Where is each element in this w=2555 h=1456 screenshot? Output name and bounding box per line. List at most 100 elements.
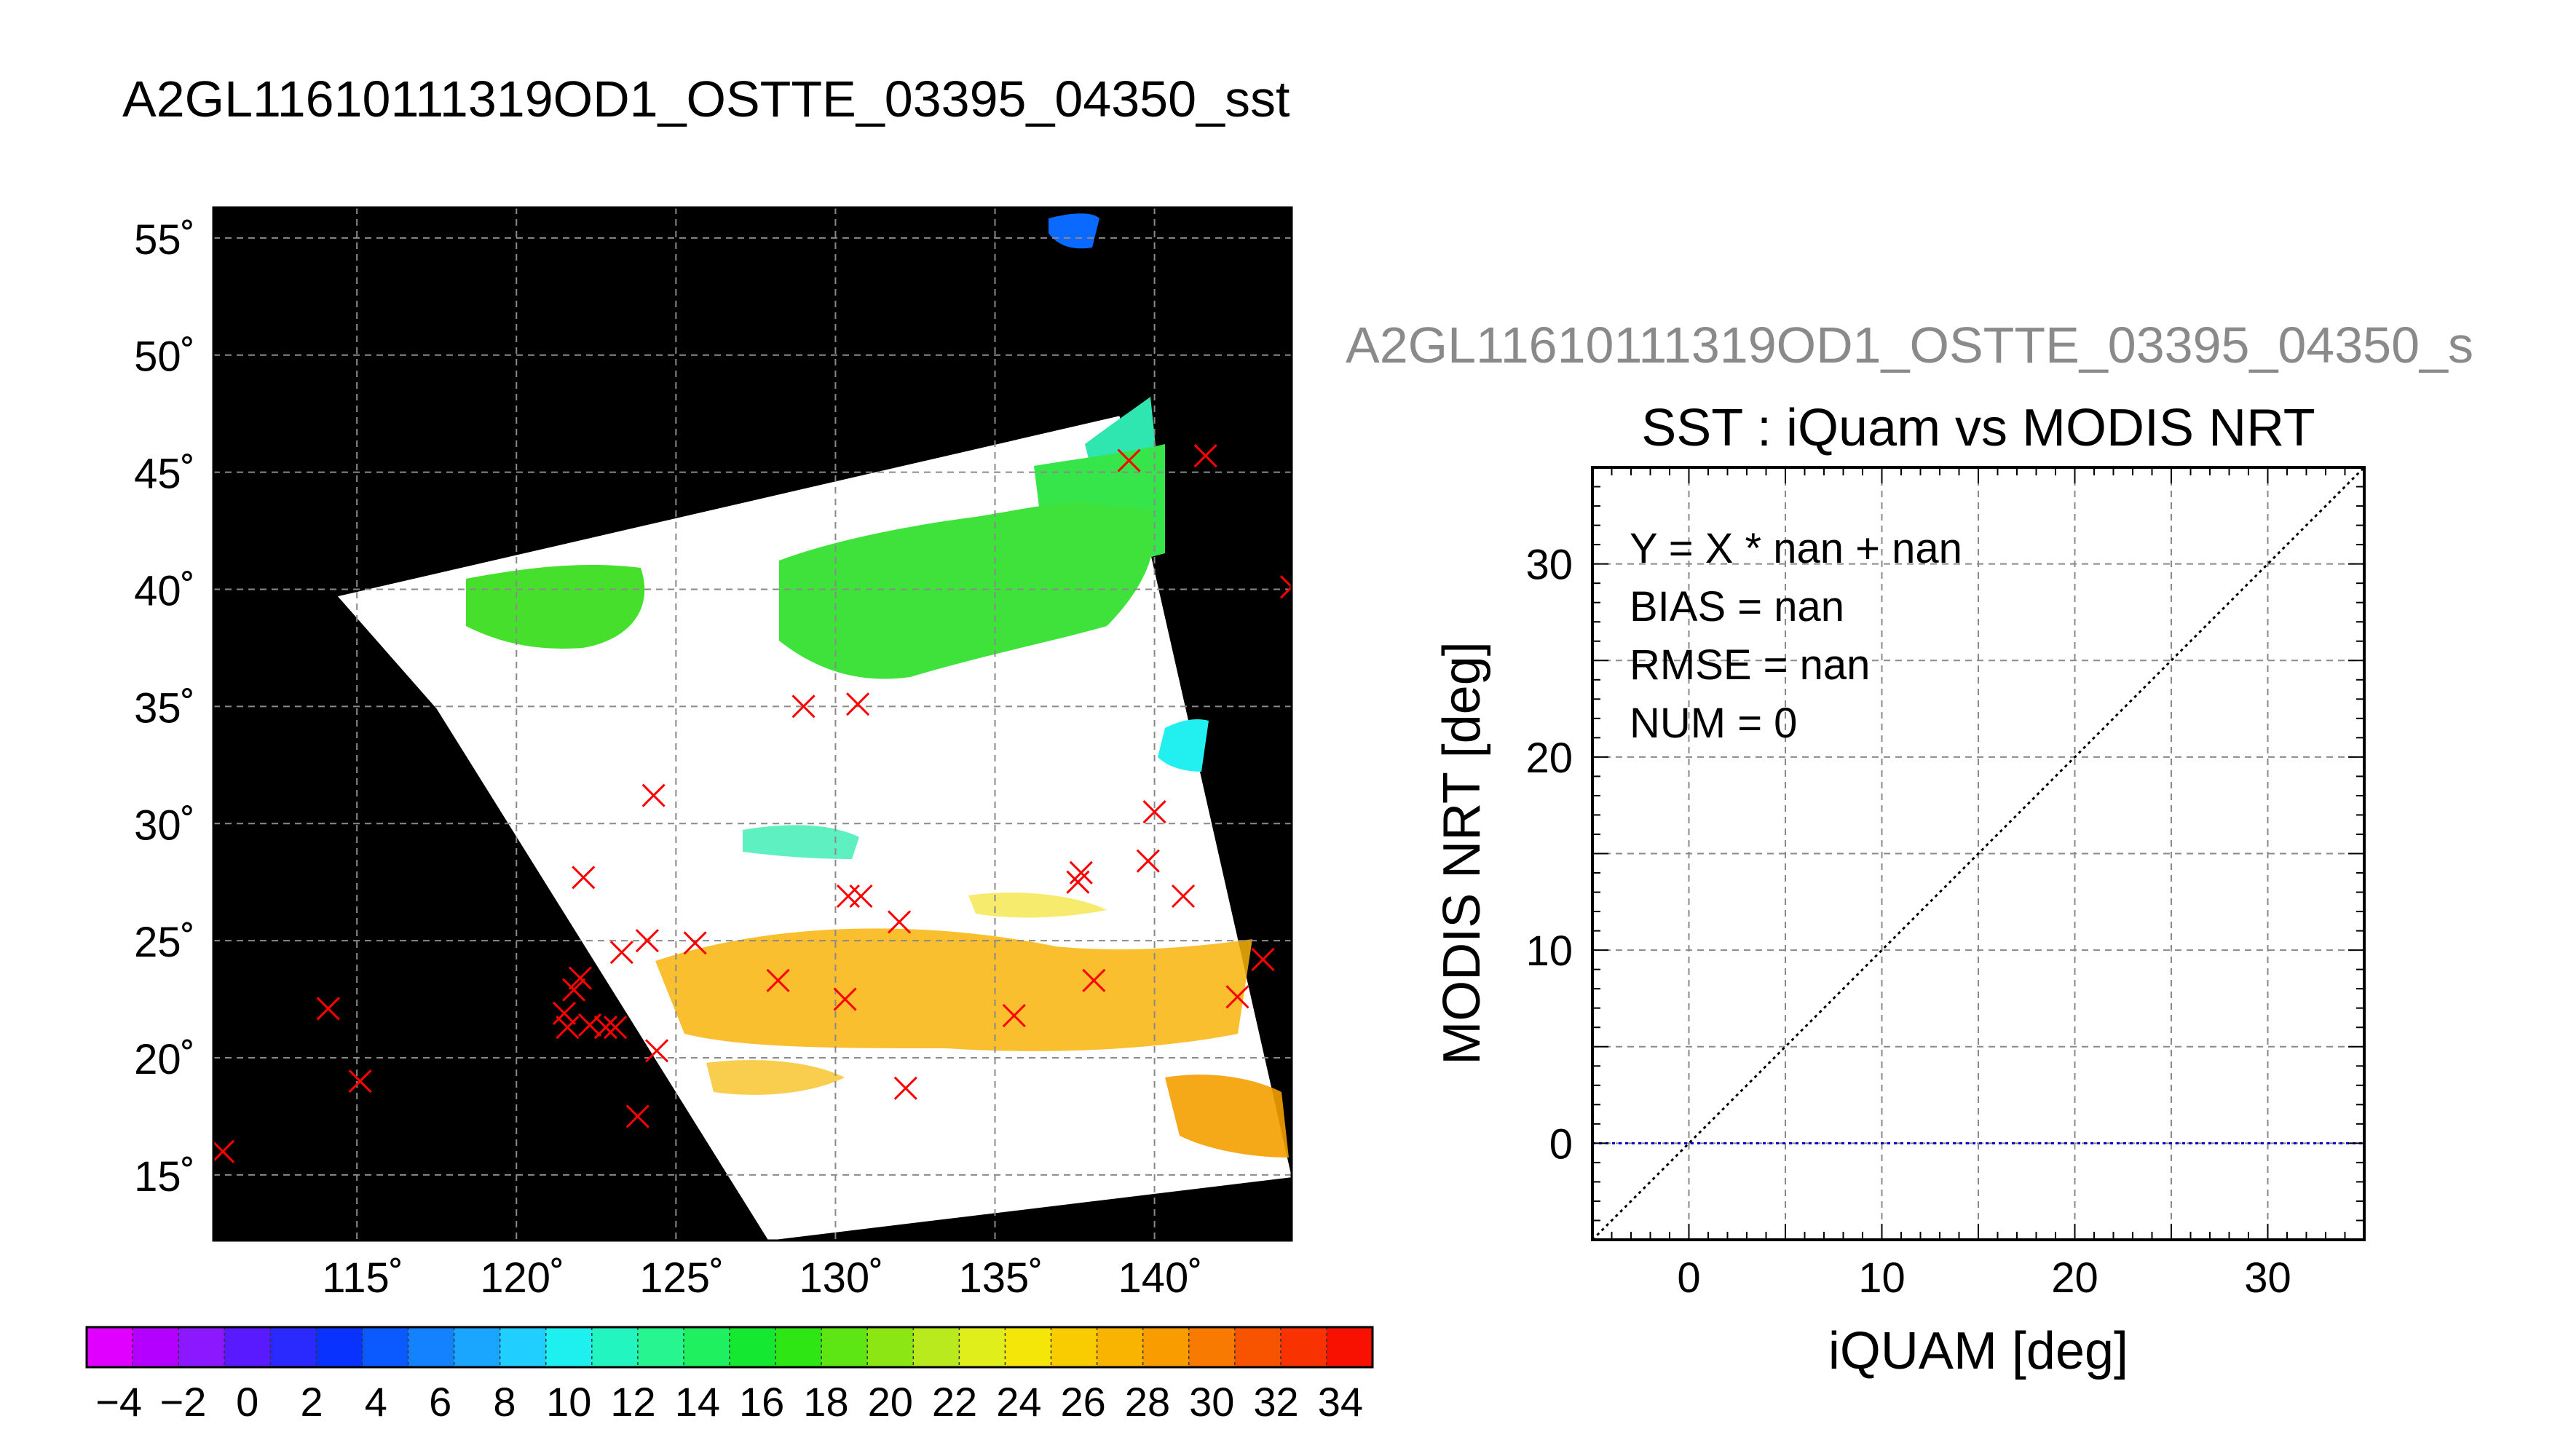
field-okhotsk: [1049, 213, 1099, 249]
scatter-x-tick-label: 30: [2244, 1254, 2291, 1302]
iquam-marker: [316, 997, 340, 1021]
iquam-marker: [635, 929, 659, 953]
iquam-marker-stroke: [635, 929, 659, 953]
colorbar-cell: [545, 1327, 593, 1367]
colorbar-cell: [178, 1327, 225, 1367]
colorbar-tick-label: 6: [429, 1379, 451, 1425]
map-x-tick-label: 140˚: [1118, 1254, 1203, 1302]
iquam-marker-stroke: [609, 941, 633, 965]
iquam-marker-stroke: [1082, 968, 1106, 992]
scatter-comparison: A2GL11610111319OD1_OSTTE_03395_04350_s S…: [1346, 317, 2473, 1380]
iquam-marker: [572, 866, 596, 890]
scatter-y-tick-labels: 0 10 20 30: [1525, 542, 1573, 1168]
map-y-tick-label: 20˚: [134, 1036, 195, 1083]
scatter-grid: [1592, 467, 2364, 1240]
iquam-marker-stroke: [1193, 444, 1217, 468]
iquam-marker: [348, 1069, 372, 1093]
scatter-suptitle: A2GL11610111319OD1_OSTTE_03395_04350_s: [1346, 317, 2473, 373]
iquam-marker: [1171, 884, 1196, 909]
iquam-marker-stroke: [791, 695, 816, 719]
colorbar-cell: [730, 1327, 776, 1367]
iquam-marker: [893, 1076, 917, 1100]
iquam-marker-stroke: [348, 1069, 372, 1093]
iquam-marker-stroke: [887, 910, 912, 934]
colorbar-tick-label: 14: [675, 1379, 720, 1425]
sst-fields: [466, 213, 1289, 1158]
field-philippine-sea-east: [1165, 1075, 1289, 1158]
colorbar-cell: [1005, 1327, 1051, 1367]
iquam-marker-stroke: [1066, 870, 1090, 894]
colorbar-cell: [637, 1327, 684, 1367]
field-east-china-sea: [743, 825, 859, 859]
page-title: A2GL11610111319OD1_OSTTE_03395_04350_sst: [122, 71, 1290, 127]
iquam-marker-stroke: [552, 1001, 577, 1025]
iquam-marker-stroke: [644, 1039, 669, 1063]
colorbar-cell: [408, 1327, 455, 1367]
iquam-marker: [1225, 985, 1249, 1009]
iquam-marker: [887, 910, 912, 934]
scatter-x-axis-label: iQUAM [deg]: [1828, 1322, 2128, 1380]
colorbar-cell: [867, 1327, 914, 1367]
iquam-markers: [213, 444, 1292, 1163]
map-y-tick-label: 50˚: [134, 333, 195, 381]
scatter-stats: Y = X * nan + nan BIAS = nan RMSE = nan NUM…: [1630, 525, 1962, 747]
colorbar-tick-label: 34: [1318, 1379, 1363, 1425]
iquam-marker: [849, 884, 873, 909]
colorbar-cell: [591, 1327, 639, 1367]
iquam-marker-stroke: [836, 884, 861, 909]
colorbar-cell: [1051, 1327, 1098, 1367]
colorbar-cell: [224, 1327, 271, 1367]
colorbar-tick-label: 24: [996, 1379, 1041, 1425]
field-sea-of-japan: [779, 502, 1155, 679]
iquam-marker: [766, 968, 790, 992]
iquam-marker-stroke: [568, 966, 592, 990]
iquam-marker: [1136, 849, 1160, 873]
iquam-marker-stroke: [1142, 800, 1166, 824]
colorbar-cell: [87, 1327, 133, 1367]
scatter-reference-lines: [1592, 467, 2364, 1240]
colorbar-cell: [316, 1327, 363, 1367]
iquam-marker: [556, 1016, 580, 1040]
map-y-tick-label: 15˚: [134, 1153, 195, 1200]
scatter-x-tick-label: 10: [1858, 1254, 1906, 1302]
colorbar-cell: [821, 1327, 868, 1367]
map-x-tick-label: 115˚: [322, 1254, 403, 1302]
iquam-marker-stroke: [1002, 1004, 1026, 1028]
iquam-marker: [552, 1001, 577, 1025]
colorbar-tick-labels: −4 −2 0 2 4 6 8 10 12 14 16 18 20 22 24 26 28 30 32 34: [95, 1379, 1363, 1425]
map-x-tick-label: 135˚: [958, 1254, 1043, 1302]
map-y-tick-label: 35˚: [134, 684, 195, 732]
scatter-x-tick-label: 0: [1677, 1254, 1700, 1302]
map-y-tick-label: 55˚: [134, 216, 195, 264]
map-x-tick-labels: 115˚ 120˚ 125˚ 130˚ 135˚ 140˚: [322, 1254, 1202, 1302]
iquam-marker: [1279, 575, 1292, 599]
map-y-tick-labels: 55˚ 50˚ 45˚ 40˚ 35˚ 30˚ 25˚ 20˚ 15˚: [134, 216, 195, 1200]
iquam-marker: [213, 1139, 235, 1163]
colorbar-cell: [1097, 1327, 1144, 1367]
iquam-marker: [1193, 444, 1217, 468]
iquam-marker: [568, 966, 592, 990]
colorbar-cell: [959, 1327, 1006, 1367]
iquam-marker: [1069, 860, 1093, 885]
colorbar-tick-label: −2: [160, 1379, 207, 1425]
iquam-marker: [683, 931, 707, 955]
colorbar-cell: [1326, 1327, 1373, 1367]
iquam-marker: [836, 884, 861, 909]
field-subtropical: [968, 893, 1107, 918]
iquam-marker: [1251, 947, 1275, 971]
iquam-marker: [1117, 448, 1141, 472]
iquam-marker: [1082, 968, 1106, 992]
iquam-marker-stroke: [683, 931, 707, 955]
colorbar-tick-label: 28: [1125, 1379, 1170, 1425]
scatter-stat-line: Y = X * nan + nan: [1630, 525, 1962, 572]
iquam-marker-stroke: [849, 884, 873, 909]
iquam-marker-stroke: [766, 968, 790, 992]
iquam-marker-stroke: [1117, 448, 1141, 472]
colorbar-tick-label: 22: [932, 1379, 977, 1425]
iquam-marker-stroke: [641, 783, 666, 807]
colorbar-cell: [1142, 1327, 1190, 1367]
scatter-y-tick-label: 10: [1525, 927, 1573, 975]
colorbar-cell: [270, 1327, 317, 1367]
colorbar-cell: [454, 1327, 501, 1367]
